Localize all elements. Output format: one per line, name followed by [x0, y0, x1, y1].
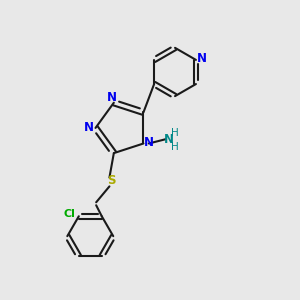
Text: S: S: [106, 174, 115, 187]
Text: N: N: [84, 122, 94, 134]
Text: N: N: [144, 136, 154, 148]
Text: N: N: [107, 91, 117, 104]
Text: Cl: Cl: [63, 209, 75, 219]
Text: H: H: [171, 142, 179, 152]
Text: N: N: [164, 133, 174, 146]
Text: N: N: [197, 52, 207, 65]
Text: H: H: [171, 128, 179, 138]
